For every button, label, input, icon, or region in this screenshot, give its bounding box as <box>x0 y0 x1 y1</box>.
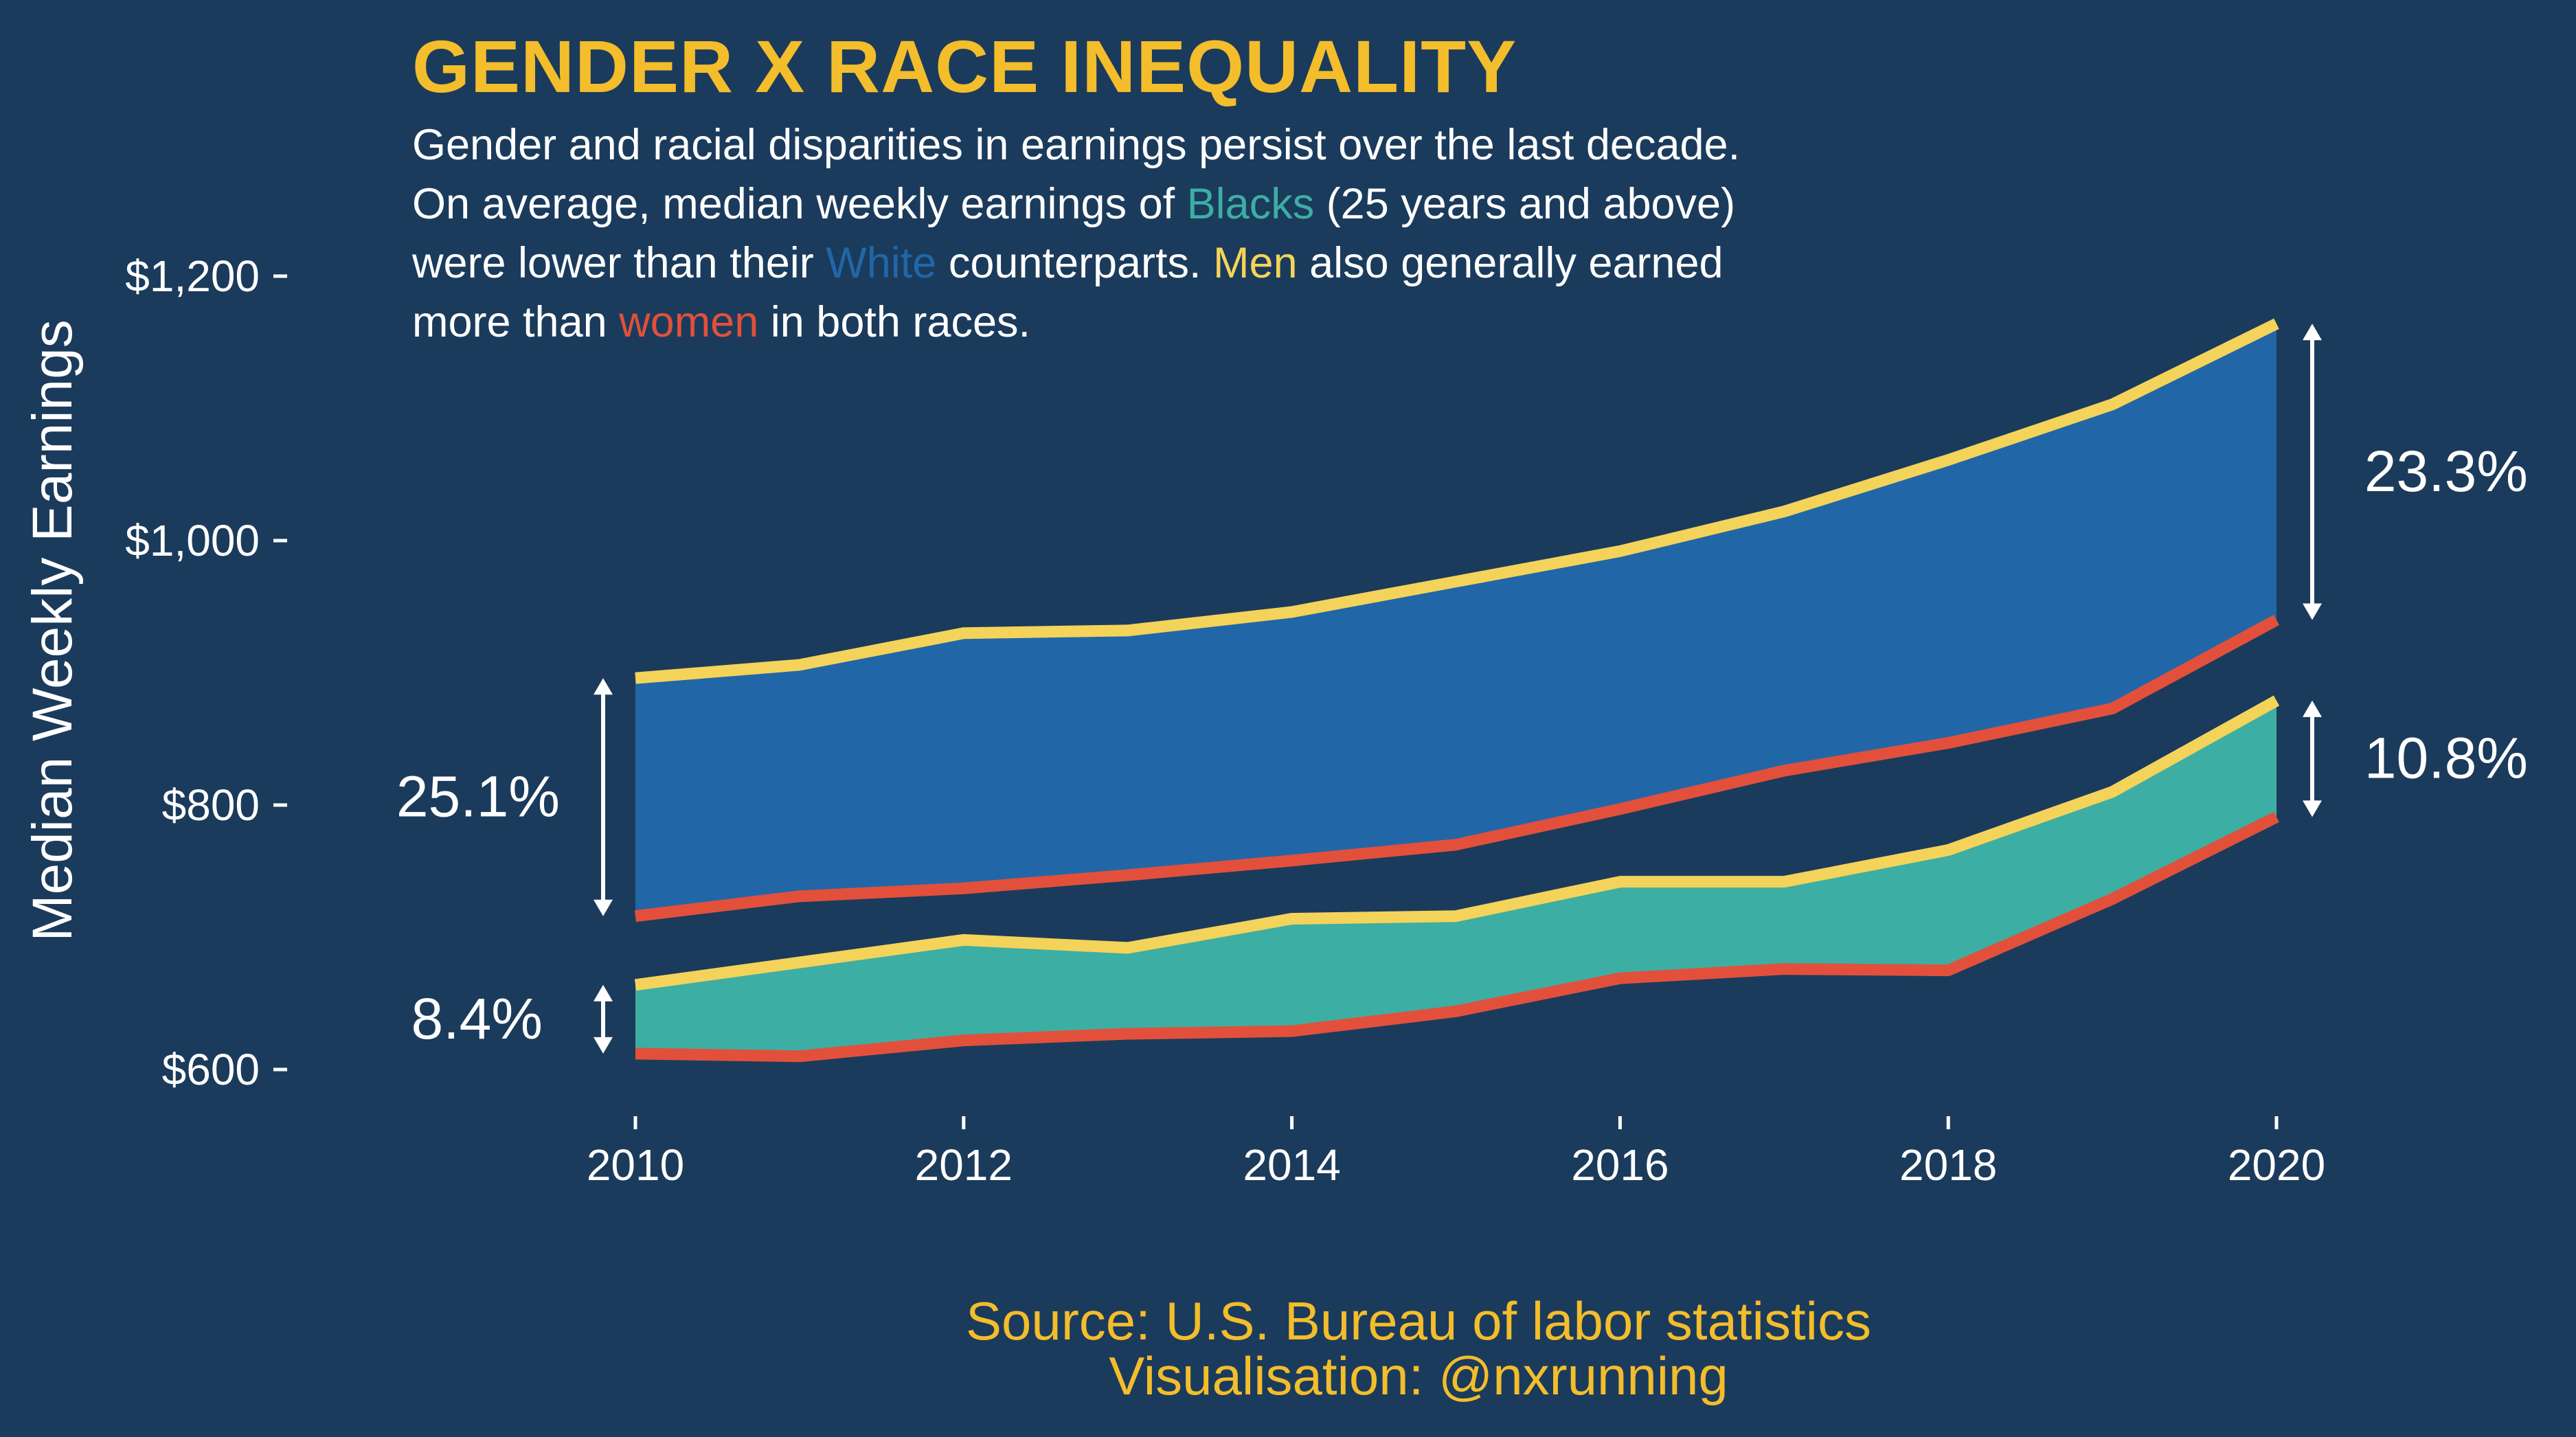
source-line: Source: U.S. Bureau of labor statistics <box>966 1291 1871 1351</box>
white-highlight: White <box>826 239 937 287</box>
white-women-line <box>634 615 2280 923</box>
black-women-line <box>635 811 2279 1063</box>
white-gap-annotation-arrow-head-down <box>594 899 613 916</box>
subtitle-text: also generally earned <box>1297 239 1724 287</box>
y-tick-label: $800 <box>162 780 260 830</box>
x-tick-label: 2012 <box>915 1140 1013 1190</box>
subtitle-text: in both races. <box>758 298 1030 346</box>
white-gap-2020-annotation-arrow-head-down <box>2303 603 2322 620</box>
y-tick-label: $600 <box>162 1045 260 1094</box>
white-earnings-band <box>635 324 2276 916</box>
women-highlight: women <box>619 298 759 346</box>
x-tick-label: 2016 <box>1571 1140 1669 1190</box>
subtitle-line-3: were lower than their White counterparts… <box>412 234 2061 293</box>
subtitle-text: were lower than their <box>412 239 826 287</box>
subtitle-text: On average, median weekly earnings of <box>412 180 1187 228</box>
subtitle-line-2: On average, median weekly earnings of Bl… <box>412 174 2061 234</box>
x-tick-label: 2014 <box>1243 1140 1340 1190</box>
subtitle-line-1: Gender and racial disparities in earning… <box>412 121 1741 169</box>
x-tick-label: 2010 <box>587 1140 684 1190</box>
white-gap-2020-annotation-arrow-head-up <box>2303 324 2322 341</box>
white-men-line <box>635 318 2279 684</box>
subtitle-text: (25 years and above) <box>1314 180 1736 228</box>
credit-line: Visualisation: @nxrunning <box>1109 1346 1728 1406</box>
black-gap-2020-annotation-arrow-head-up <box>2303 700 2322 717</box>
subtitle-text: counterparts. <box>936 239 1214 287</box>
chart-title: GENDER X RACE INEQUALITY <box>412 25 1517 108</box>
white-gap-annotation-arrow-head-up <box>594 678 613 695</box>
y-tick-label: $1,200 <box>125 251 260 301</box>
y-axis-label: Median Weekly Earnings <box>21 319 84 941</box>
black-gap-2020-annotation-arrow-head-down <box>2303 800 2322 817</box>
black-gap-annotation-arrow-head-down <box>594 1037 613 1054</box>
subtitle-text: more than <box>412 298 620 346</box>
black-gap-2020-annotation-label: 10.8% <box>2364 726 2528 791</box>
black-men-line <box>634 695 2280 991</box>
white-gap-2020-annotation-label: 23.3% <box>2364 439 2528 503</box>
black-gap-annotation-label: 8.4% <box>411 986 543 1051</box>
x-tick-label: 2020 <box>2228 1140 2325 1190</box>
blacks-highlight: Blacks <box>1186 180 1315 228</box>
chart-subtitle: Gender and racial disparities in earning… <box>412 115 2061 352</box>
y-tick-label: $1,000 <box>125 516 260 565</box>
x-tick-label: 2018 <box>1899 1140 1997 1190</box>
black-gap-annotation-arrow-head-up <box>594 984 613 1002</box>
men-highlight: Men <box>1213 239 1298 287</box>
white-gap-annotation-label: 25.1% <box>396 764 560 828</box>
subtitle-line-4: more than women in both races. <box>412 293 2061 352</box>
